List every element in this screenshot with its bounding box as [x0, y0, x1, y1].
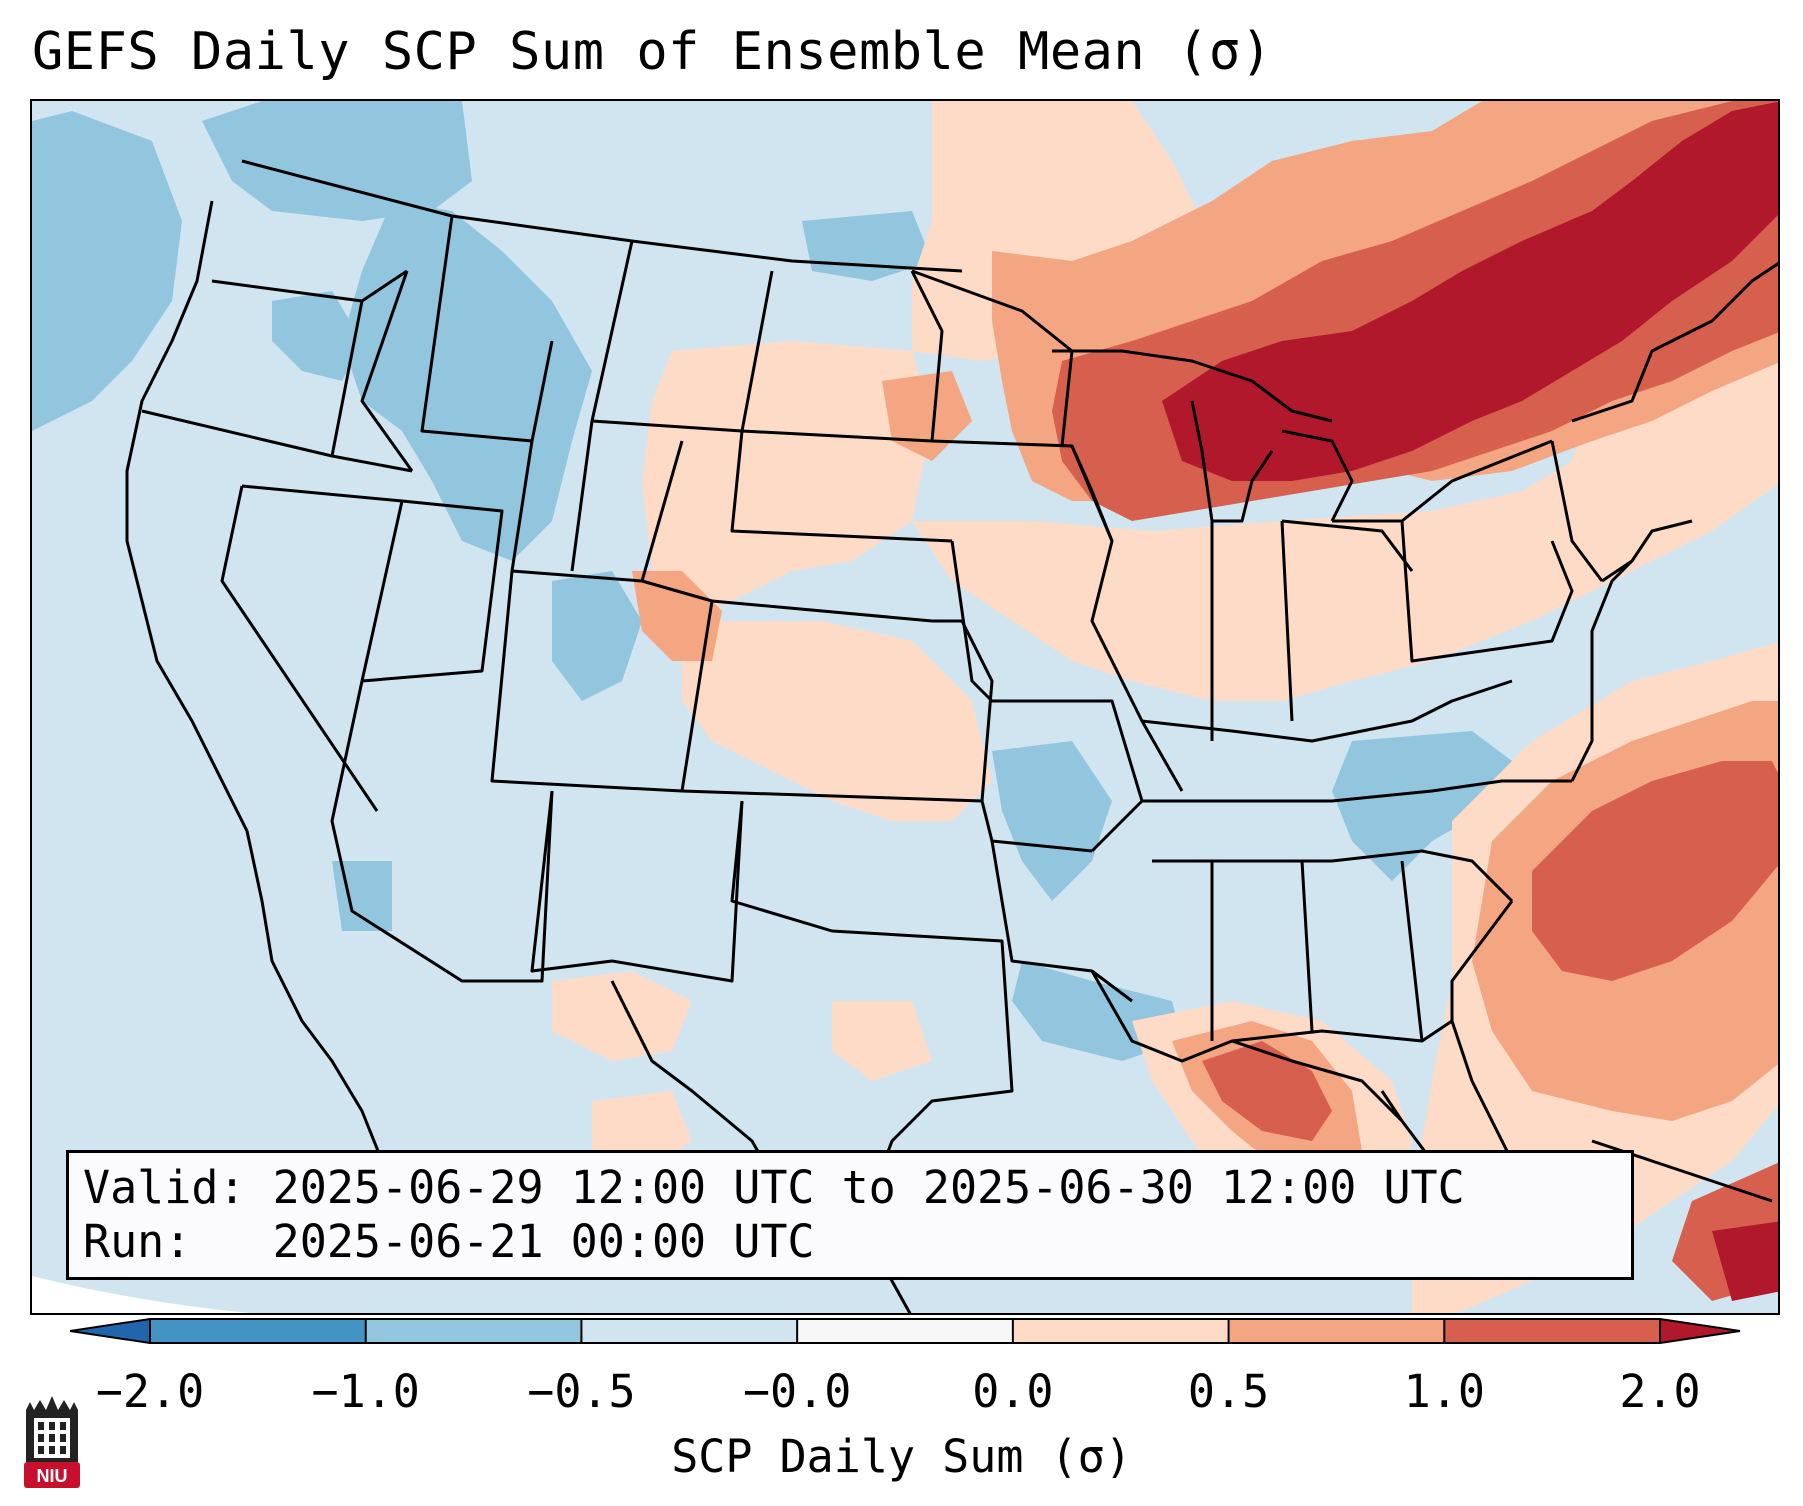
valid-label: Valid: — [83, 1161, 246, 1214]
run-label: Run: — [83, 1215, 192, 1268]
colorbar-segment — [1228, 1319, 1445, 1343]
projection-edge — [32, 1276, 248, 1313]
colorbar-segment — [797, 1319, 1014, 1343]
colorbar-tick-label: −0.0 — [742, 1365, 852, 1418]
chart-title: GEFS Daily SCP Sum of Ensemble Mean (σ) — [32, 22, 1273, 82]
colorbar-segment — [1444, 1319, 1661, 1343]
colorbar-tick-label: 2.0 — [1619, 1365, 1701, 1418]
colorbar-segment — [581, 1319, 798, 1343]
colorbar-tick-label: 0.0 — [972, 1365, 1054, 1418]
colorbar-tick-label: 1.0 — [1403, 1365, 1485, 1418]
valid-run-info-box: Valid: 2025-06-29 12:00 UTC to 2025-06-3… — [66, 1150, 1634, 1280]
valid-value: 2025-06-29 12:00 UTC to 2025-06-30 12:00… — [272, 1161, 1465, 1214]
colorbar-tick-label: −1.0 — [311, 1365, 420, 1418]
colorbar-tick-label: −0.5 — [527, 1365, 636, 1418]
colorbar-segment — [150, 1319, 367, 1343]
colorbar-segment — [1012, 1319, 1230, 1343]
run-value: 2025-06-21 00:00 UTC — [272, 1215, 815, 1268]
negative-anomaly-areas — [32, 101, 1512, 1061]
colorbar-tick-label: −2.0 — [95, 1365, 205, 1418]
run-line: Run: 2025-06-21 00:00 UTC — [83, 1215, 1617, 1269]
valid-line: Valid: 2025-06-29 12:00 UTC to 2025-06-3… — [83, 1161, 1617, 1215]
colorbar-segment — [365, 1319, 582, 1343]
colorbar-under-arrow — [70, 1319, 150, 1343]
university-tower-icon — [26, 1396, 78, 1462]
colorbar-over-arrow — [1660, 1319, 1740, 1343]
colorbar — [70, 1318, 1741, 1344]
niu-badge — [24, 1462, 80, 1488]
map-frame — [30, 99, 1780, 1315]
map-canvas — [32, 101, 1778, 1313]
colorbar-segments — [150, 1319, 1661, 1343]
colorbar-label: SCP Daily Sum (σ) — [671, 1430, 1132, 1483]
very-strong-positive-areas — [1162, 101, 1778, 1301]
niu-logo-text: NIU — [37, 1466, 68, 1486]
niu-logo: NIU — [24, 1396, 80, 1488]
colorbar-tick-label: 0.5 — [1187, 1365, 1270, 1418]
